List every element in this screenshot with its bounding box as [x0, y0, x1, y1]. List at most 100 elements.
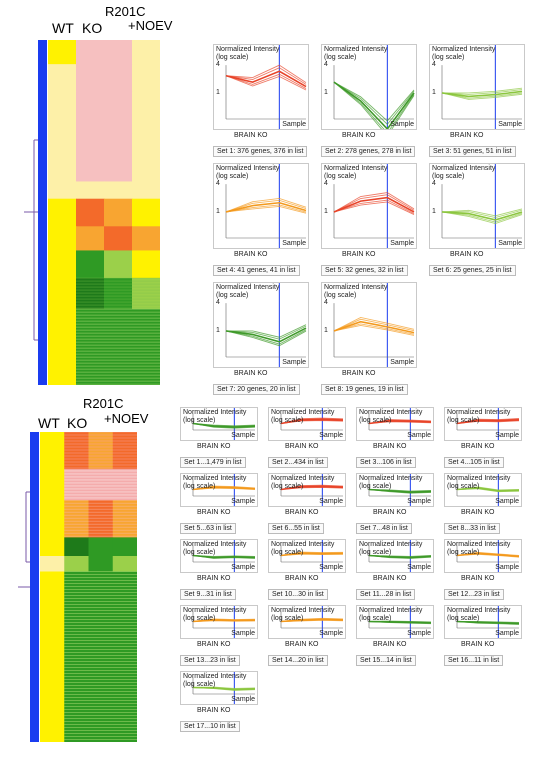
bottom-set-label-7[interactable]: Set 7...48 in list: [356, 523, 412, 534]
top-set-label-3[interactable]: Set 3: 51 genes, 51 in list: [429, 146, 516, 157]
top-profile-line-5-0: [333, 196, 415, 213]
ylabel-line1: Normalized Intensity: [183, 409, 247, 416]
bottom-set-label-8[interactable]: Set 8...33 in list: [444, 523, 500, 534]
top-panel-2: Normalized Intensity (log scale) 4 1 Sample B…: [321, 44, 417, 160]
top-plot-3[interactable]: Normalized Intensity (log scale) 4 1 Sample: [429, 44, 525, 130]
bottom-plot-sample-label-10: Sample: [319, 564, 343, 571]
top-set-label-2[interactable]: Set 2: 278 genes, 278 in list: [321, 146, 416, 157]
bottom-profile-line-2-3: [280, 417, 344, 424]
top-plot-sample-label-2: Sample: [390, 121, 414, 128]
top-plot-svg-1: [225, 45, 307, 129]
top-plot-svg-2: [333, 45, 415, 129]
bottom-plot-10[interactable]: Normalized Intensity (log scale) Sample: [268, 539, 346, 573]
top-plot-2[interactable]: Normalized Intensity (log scale) 4 1 Sample: [321, 44, 417, 130]
bottom-set-label-16[interactable]: Set 16...11 in list: [444, 655, 504, 666]
top-profile-line-4-4: [225, 206, 307, 214]
bottom-profile-line-4-3: [456, 418, 520, 424]
bottom-plot-sample-label-9: Sample: [231, 564, 255, 571]
top-profile-line-8-4: [333, 325, 415, 336]
bottom-set-label-6[interactable]: Set 6...55 in list: [268, 523, 324, 534]
top-set-label-7[interactable]: Set 7: 20 genes, 20 in list: [213, 384, 300, 395]
bottom-plot-xlabel-5: BRAIN KO: [197, 509, 231, 516]
top-tick-4-3: 4: [432, 61, 436, 69]
ylabel-line1: Normalized Intensity: [324, 165, 388, 172]
top-profile-line-4-2: [225, 204, 307, 213]
bottom-set-label-15[interactable]: Set 15...14 in list: [356, 655, 416, 666]
bottom-panel-6: Normalized Intensity (log scale) Sample BRA…: [268, 473, 346, 537]
bottom-plot-17[interactable]: Normalized Intensity (log scale) Sample: [180, 671, 258, 705]
top-set-label-5[interactable]: Set 5: 32 genes, 32 in list: [321, 265, 408, 276]
top-plot-4[interactable]: Normalized Intensity (log scale) 4 1 Sample: [213, 163, 309, 249]
bottom-profile-line-8-4: [456, 488, 520, 493]
top-heat-band-8-col-3: [132, 278, 160, 310]
bottom-set-label-12[interactable]: Set 12...23 in list: [444, 589, 504, 600]
top-tick-4-8: 4: [324, 299, 328, 307]
bottom-plot-2[interactable]: Normalized Intensity (log scale) Sample: [268, 407, 346, 441]
bottom-set-label-2[interactable]: Set 2...434 in list: [268, 457, 328, 468]
ylabel-line1: Normalized Intensity: [447, 409, 511, 416]
bottom-plot-ylabel-16: Normalized Intensity (log scale): [447, 607, 510, 623]
top-set-label-6[interactable]: Set 6: 25 genes, 25 in list: [429, 265, 516, 276]
bottom-plot-5[interactable]: Normalized Intensity (log scale) Sample: [180, 473, 258, 507]
bottom-plot-1[interactable]: Normalized Intensity (log scale) Sample: [180, 407, 258, 441]
top-profile-line-3-4: [441, 92, 523, 100]
top-dendrogram-branches: [24, 139, 38, 341]
top-col-noev: +NOEV: [128, 18, 173, 33]
top-heat-band-9-col-2: [104, 309, 133, 385]
top-plot-ylabel-6: Normalized Intensity (log scale): [432, 165, 495, 181]
bottom-plot-13[interactable]: Normalized Intensity (log scale) Sample: [180, 605, 258, 639]
bottom-plot-15[interactable]: Normalized Intensity (log scale) Sample: [356, 605, 434, 639]
bottom-plot-9[interactable]: Normalized Intensity (log scale) Sample: [180, 539, 258, 573]
top-plot-1[interactable]: Normalized Intensity (log scale) 4 1 Sample: [213, 44, 309, 130]
bottom-plot-11[interactable]: Normalized Intensity (log scale) Sample: [356, 539, 434, 573]
bottom-set-label-11[interactable]: Set 11...28 in list: [356, 589, 416, 600]
top-profile-line-1-4: [225, 75, 307, 91]
bottom-plot-12[interactable]: Normalized Intensity (log scale) Sample: [444, 539, 522, 573]
bottom-heat-band-5-col-1: [64, 571, 89, 742]
top-tick-1-6: 1: [432, 207, 436, 215]
top-plot-6[interactable]: Normalized Intensity (log scale) 4 1 Sample: [429, 163, 525, 249]
top-plot-sample-label-5: Sample: [390, 240, 414, 247]
bottom-panel-10: Normalized Intensity (log scale) Sample BRA…: [268, 539, 346, 603]
bottom-plot-14[interactable]: Normalized Intensity (log scale) Sample: [268, 605, 346, 639]
bottom-plot-xlabel-4: BRAIN KO: [461, 443, 495, 450]
top-profile-line-3-0: [441, 90, 523, 98]
top-tick-1-8: 1: [324, 326, 328, 334]
top-profile-line-2-1: [333, 81, 415, 126]
top-tick-1-3: 1: [432, 88, 436, 96]
bottom-set-label-13[interactable]: Set 13...23 in list: [180, 655, 240, 666]
top-profile-line-1-0: [225, 70, 307, 88]
bottom-plot-6[interactable]: Normalized Intensity (log scale) Sample: [268, 473, 346, 507]
bottom-set-label-5[interactable]: Set 5...63 in list: [180, 523, 236, 534]
bottom-set-label-3[interactable]: Set 3...106 in list: [356, 457, 416, 468]
top-col-ko: KO: [82, 20, 103, 36]
top-heat-band-4-col-0: [48, 181, 77, 200]
bottom-set-label-17[interactable]: Set 17...10 in list: [180, 721, 240, 732]
bottom-plot-16[interactable]: Normalized Intensity (log scale) Sample: [444, 605, 522, 639]
top-plot-xlabel-2: BRAIN KO: [342, 132, 376, 139]
top-set-label-1[interactable]: Set 1: 376 genes, 376 in list: [213, 146, 308, 157]
top-set-label-4[interactable]: Set 4: 41 genes, 41 in list: [213, 265, 300, 276]
bottom-plot-sample-label-6: Sample: [319, 498, 343, 505]
top-heat-band-9-col-3: [132, 309, 160, 385]
top-plot-xlabel-8: BRAIN KO: [342, 370, 376, 377]
bottom-profile-line-11-3: [368, 555, 432, 557]
bottom-heat-band-3-col-2: [88, 537, 114, 557]
top-plot-8[interactable]: Normalized Intensity (log scale) 4 1 Sample: [321, 282, 417, 368]
bottom-plot-8[interactable]: Normalized Intensity (log scale) Sample: [444, 473, 522, 507]
bottom-set-label-14[interactable]: Set 14...20 in list: [268, 655, 328, 666]
bottom-set-label-4[interactable]: Set 4...105 in list: [444, 457, 504, 468]
top-set-label-8[interactable]: Set 8: 19 genes, 19 in list: [321, 384, 408, 395]
top-heat-band-5-col-2: [104, 198, 133, 227]
bottom-set-label-1[interactable]: Set 1...1,479 in list: [180, 457, 246, 468]
bottom-profile-line-7-4: [368, 489, 432, 494]
top-plot-5[interactable]: Normalized Intensity (log scale) 4 1 Sample: [321, 163, 417, 249]
bottom-plot-7[interactable]: Normalized Intensity (log scale) Sample: [356, 473, 434, 507]
bottom-set-label-9[interactable]: Set 9...31 in list: [180, 589, 236, 600]
bottom-set-label-10[interactable]: Set 10...30 in list: [268, 589, 328, 600]
ylabel-line2: (log scale): [324, 292, 357, 299]
bottom-plot-3[interactable]: Normalized Intensity (log scale) Sample: [356, 407, 434, 441]
top-plot-7[interactable]: Normalized Intensity (log scale) 4 1 Sample: [213, 282, 309, 368]
bottom-profile-line-6-3: [280, 484, 344, 490]
bottom-plot-4[interactable]: Normalized Intensity (log scale) Sample: [444, 407, 522, 441]
